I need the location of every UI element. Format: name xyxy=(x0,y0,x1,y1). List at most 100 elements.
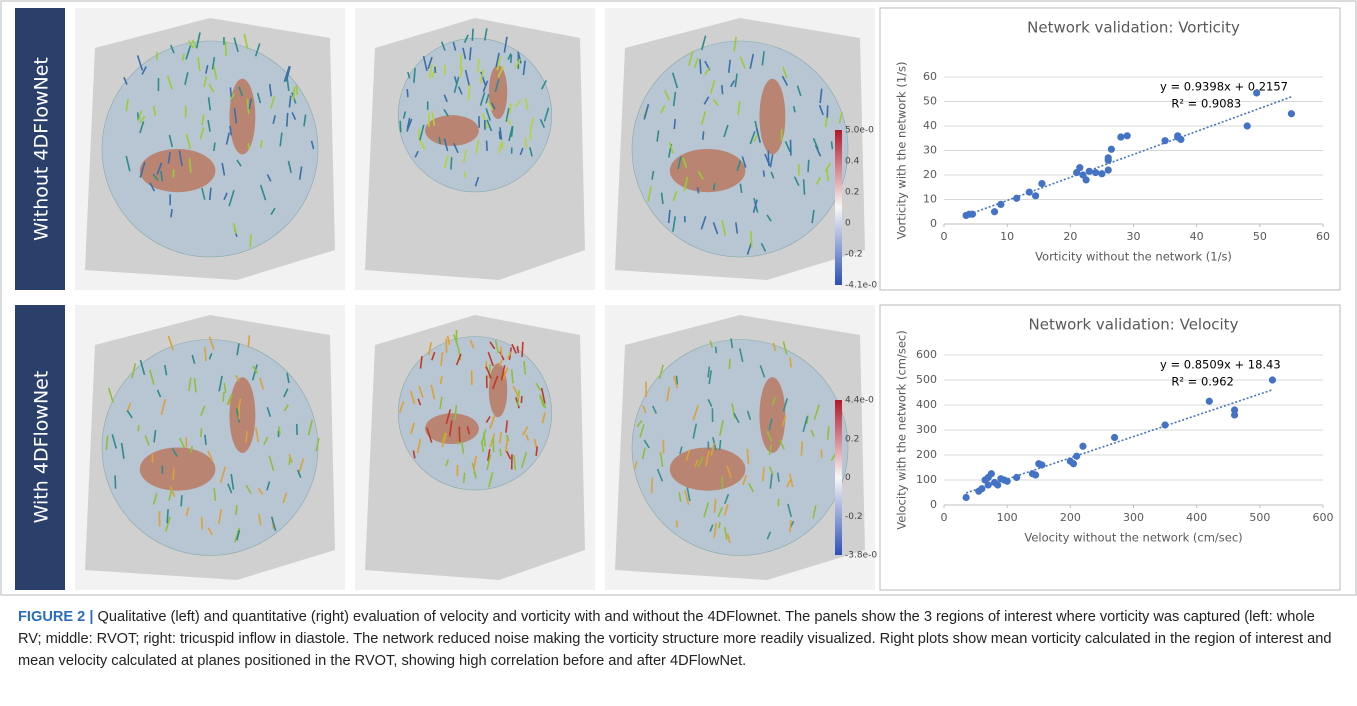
flow-arrow xyxy=(455,405,456,420)
flow-arrow xyxy=(202,517,203,530)
flow-arrow xyxy=(729,359,730,369)
x-tick-label: 10 xyxy=(1000,230,1014,243)
flow-arrow xyxy=(472,29,473,41)
vortex xyxy=(759,377,785,453)
y-tick-label: 0 xyxy=(930,217,937,230)
flow-arrow xyxy=(703,131,704,139)
flow-arrow xyxy=(226,41,227,56)
flow-arrow xyxy=(289,457,290,465)
colorbar-label: -0.2 xyxy=(845,250,863,260)
colorbar-label: 4.4e-0 xyxy=(845,396,874,406)
point xyxy=(1079,443,1086,450)
vortex xyxy=(670,149,746,192)
flow-arrow xyxy=(400,121,401,133)
charts: Network validation: Vorticity Vorticity w… xyxy=(880,8,1340,590)
flow-arrow xyxy=(223,392,224,402)
point xyxy=(1026,189,1033,196)
point xyxy=(1161,137,1168,144)
point xyxy=(991,208,998,215)
flow-arrow xyxy=(790,520,791,532)
flow-arrow xyxy=(236,505,237,515)
flow-arrow xyxy=(181,495,182,506)
point xyxy=(978,485,985,492)
point xyxy=(1177,136,1184,143)
flow-arrow xyxy=(287,113,288,127)
x-tick-label: 600 xyxy=(1313,511,1334,524)
x-tick-label: 60 xyxy=(1316,230,1330,243)
colorbar-label: 0.2 xyxy=(845,188,859,198)
flow-arrow xyxy=(677,521,678,528)
point xyxy=(1098,170,1105,177)
point xyxy=(1013,195,1020,202)
flow-arrow xyxy=(804,179,805,194)
point xyxy=(1073,453,1080,460)
x-tick-label: 40 xyxy=(1190,230,1204,243)
y-tick-label: 300 xyxy=(916,423,937,436)
flow-arrow xyxy=(763,170,764,176)
point xyxy=(1070,460,1077,467)
colorbar-label: 5.0e-0 xyxy=(845,126,874,136)
x-tick-label: 30 xyxy=(1127,230,1141,243)
point xyxy=(1117,133,1124,140)
flow-arrow xyxy=(470,47,471,60)
flow-arrow xyxy=(722,85,723,94)
flow-arrow xyxy=(501,347,502,356)
point xyxy=(1161,421,1168,428)
chart-title: Network validation: Velocity xyxy=(1029,316,1239,334)
roi-sphere xyxy=(632,340,848,556)
x-tick-label: 0 xyxy=(941,230,948,243)
flow-arrow xyxy=(439,137,440,144)
x-axis-label: Velocity without the network (cm/sec) xyxy=(1024,531,1242,545)
x-tick-label: 20 xyxy=(1063,230,1077,243)
colorbar-label: 0.2 xyxy=(845,434,859,444)
vortex xyxy=(140,448,216,491)
point xyxy=(997,201,1004,208)
caption-text: Qualitative (left) and quantitative (rig… xyxy=(18,609,1332,669)
y-tick-label: 400 xyxy=(916,398,937,411)
y-tick-label: 60 xyxy=(923,70,937,83)
flow-arrow xyxy=(831,141,832,149)
flow-arrow xyxy=(173,169,174,177)
y-axis-label: Vorticity with the network (1/s) xyxy=(895,61,909,239)
point xyxy=(1253,89,1260,96)
point xyxy=(1032,192,1039,199)
y-axis-label: Velocity with the network (cm/sec) xyxy=(895,330,909,529)
colorbar-label: 0.4 xyxy=(845,157,860,167)
caption-label: FIGURE 2 | xyxy=(18,609,93,625)
r-squared: R² = 0.9083 xyxy=(1171,97,1241,111)
y-tick-label: 0 xyxy=(930,498,937,511)
x-tick-label: 200 xyxy=(1060,511,1081,524)
point xyxy=(1206,398,1213,405)
x-tick-label: 400 xyxy=(1186,511,1207,524)
chart-title: Network validation: Vorticity xyxy=(1027,19,1240,37)
point xyxy=(1076,164,1083,171)
flow-arrow xyxy=(521,396,522,403)
point xyxy=(1231,411,1238,418)
point xyxy=(1086,168,1093,175)
point xyxy=(1004,478,1011,485)
roi-sphere xyxy=(632,41,848,257)
x-tick-label: 0 xyxy=(941,511,948,524)
flow-arrow xyxy=(698,187,699,193)
vortex xyxy=(229,377,255,453)
point xyxy=(1124,132,1131,139)
point xyxy=(1105,167,1112,174)
flow-arrow xyxy=(248,143,249,149)
caption: FIGURE 2 | Qualitative (left) and quanti… xyxy=(18,606,1338,672)
y-tick-label: 40 xyxy=(923,119,937,132)
flow-arrow xyxy=(464,473,465,483)
point xyxy=(963,494,970,501)
flow-arrow xyxy=(435,67,436,73)
x-axis-label: Vorticity without the network (1/s) xyxy=(1035,250,1232,264)
colorbar-label: -4.1e-0 xyxy=(845,281,877,291)
flow-arrow xyxy=(250,235,251,248)
colorbar-label: 0 xyxy=(845,219,851,229)
point xyxy=(985,481,992,488)
point xyxy=(1244,122,1251,129)
flow-arrow xyxy=(446,339,447,353)
x-tick-label: 300 xyxy=(1123,511,1144,524)
flow-arrow xyxy=(700,59,701,73)
flow-arrow xyxy=(808,160,809,172)
flow-arrow xyxy=(530,133,531,140)
flow-arrow xyxy=(763,467,764,481)
